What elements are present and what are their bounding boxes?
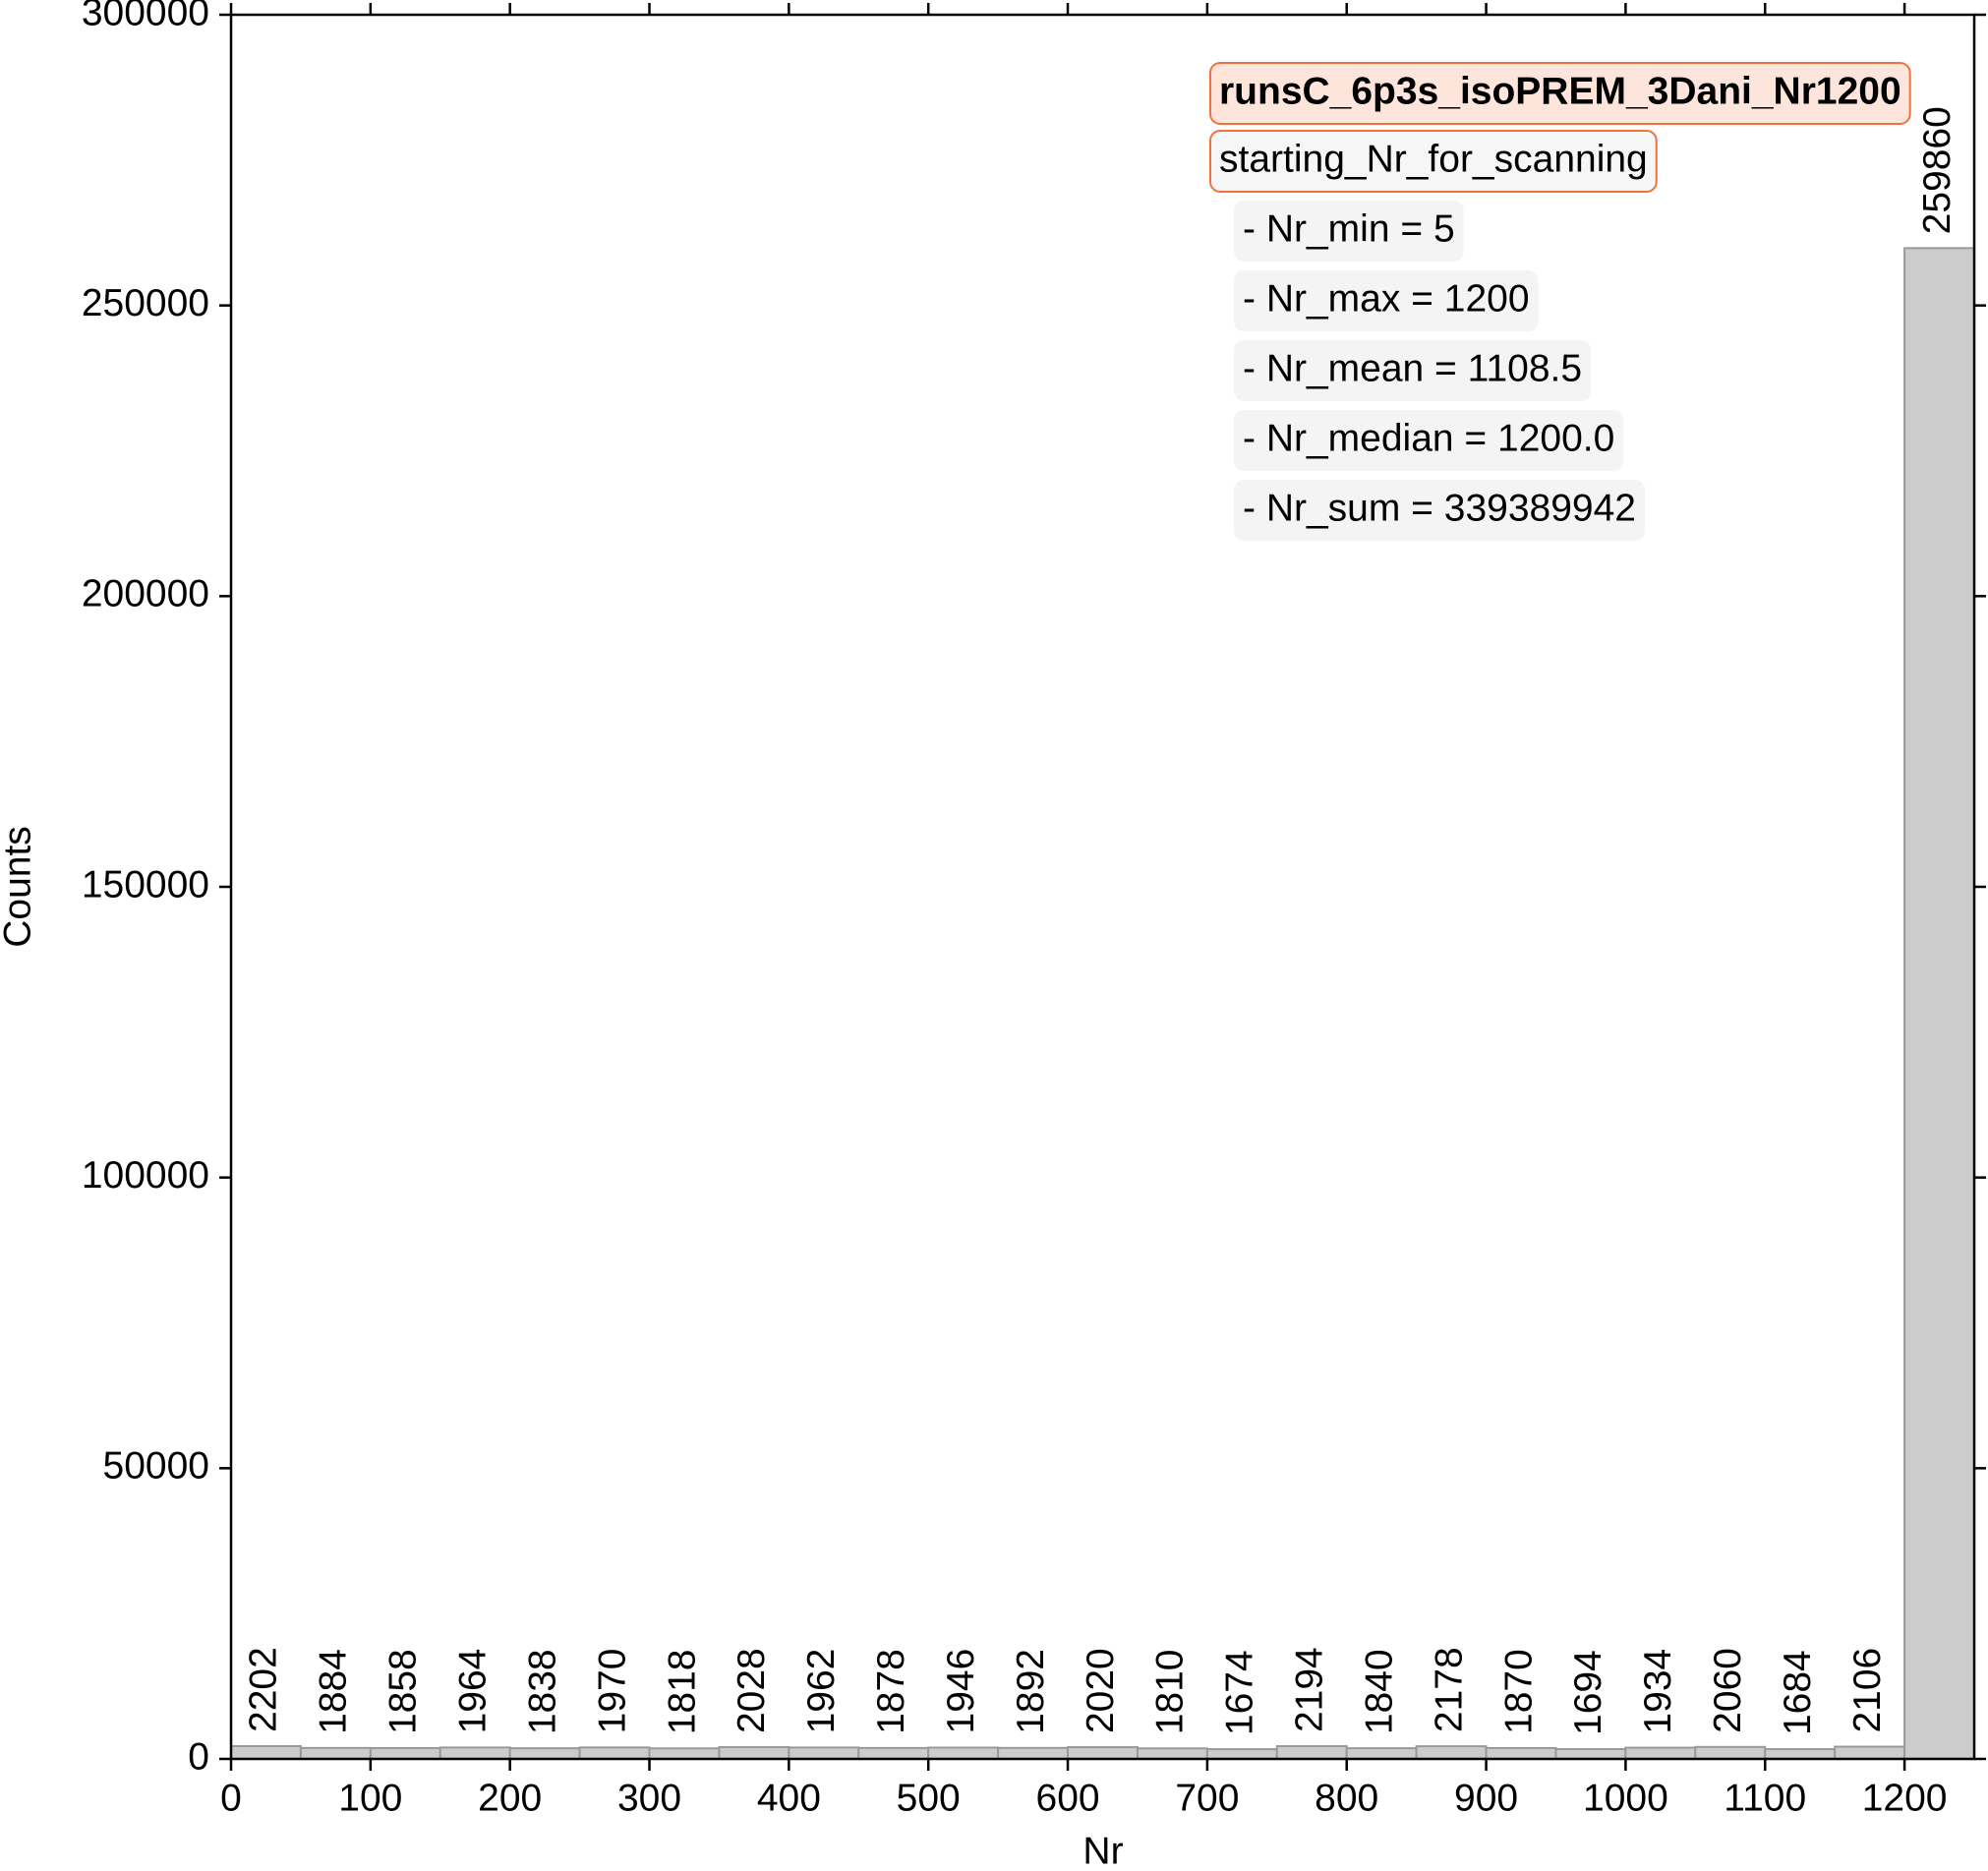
bar-label: 2178	[1428, 1647, 1470, 1732]
bar	[439, 1746, 511, 1761]
annotation-stat: - Nr_min = 5	[1243, 207, 1455, 250]
plot-frame	[229, 13, 1976, 1761]
bar-label: 2028	[731, 1648, 773, 1733]
bar-label: 1946	[940, 1649, 982, 1734]
y-tick-label: 250000	[82, 282, 209, 324]
bar-label: 1838	[521, 1649, 563, 1734]
bar	[508, 1747, 581, 1761]
bar-label: 1892	[1010, 1649, 1052, 1734]
bar	[299, 1746, 372, 1760]
x-axis-label: Nr	[1082, 1830, 1123, 1871]
annotation-subtitle: starting_Nr_for_scanning	[1219, 138, 1648, 180]
bar-label: 1684	[1777, 1650, 1819, 1735]
bar	[1834, 1745, 1906, 1760]
x-tick-label: 100	[338, 1777, 402, 1819]
bar-label: 1878	[870, 1649, 912, 1734]
annotation-stat: - Nr_mean = 1108.5	[1243, 347, 1582, 389]
bar-label: 2194	[1289, 1647, 1331, 1732]
x-tick-label: 800	[1315, 1777, 1378, 1819]
bar-label: 2060	[1707, 1648, 1749, 1733]
bar	[1415, 1745, 1488, 1760]
annotation-stat: - Nr_max = 1200	[1243, 277, 1530, 320]
bar	[857, 1746, 930, 1761]
bar-label: 1970	[591, 1649, 633, 1734]
annotation-subtitle-box	[1209, 130, 1658, 193]
x-tick-label: 900	[1454, 1777, 1518, 1819]
x-tick-label: 0	[220, 1777, 242, 1819]
bar-label: 1870	[1497, 1649, 1540, 1734]
bar-label: 2202	[243, 1647, 285, 1732]
x-tick-label: 300	[617, 1777, 681, 1819]
bar	[1136, 1747, 1208, 1761]
bar	[1764, 1748, 1837, 1761]
annotation-stat: - Nr_sum = 339389942	[1243, 487, 1636, 529]
bar	[1624, 1746, 1697, 1760]
y-tick-label: 0	[188, 1735, 209, 1778]
annotation-stat-box	[1234, 410, 1624, 471]
x-tick-label: 600	[1036, 1777, 1100, 1819]
bar-label: 1884	[313, 1649, 355, 1734]
y-tick-label: 300000	[82, 0, 209, 33]
bar	[997, 1746, 1070, 1761]
bar	[1694, 1745, 1767, 1760]
annotation-stat-box	[1234, 270, 1539, 331]
x-tick-label: 1100	[1724, 1777, 1806, 1819]
bar-label: 1840	[1358, 1649, 1400, 1734]
bar-label: 1818	[661, 1649, 703, 1734]
bar	[1205, 1748, 1278, 1760]
x-tick-label: 400	[757, 1777, 821, 1819]
annotation-stat-box	[1234, 201, 1464, 262]
bar-label: 1674	[1219, 1650, 1261, 1735]
bar	[1067, 1746, 1139, 1760]
bar-label: 2106	[1846, 1648, 1889, 1733]
bar-label: 1964	[452, 1649, 495, 1734]
bar	[1554, 1747, 1627, 1760]
bar	[927, 1746, 1000, 1761]
x-tick-label: 200	[478, 1777, 542, 1819]
bar	[1903, 247, 1975, 1760]
annotation-title-box	[1209, 62, 1911, 125]
bar	[578, 1746, 651, 1760]
y-tick-label: 200000	[82, 573, 209, 615]
x-tick-label: 1200	[1862, 1777, 1948, 1819]
y-axis-label: Counts	[0, 826, 38, 948]
bar-label: 1810	[1149, 1650, 1192, 1735]
y-tick-label: 150000	[82, 863, 209, 906]
bar-label: 1694	[1567, 1650, 1609, 1735]
y-tick-label: 100000	[82, 1154, 209, 1197]
annotation-title: runsC_6p3s_isoPREM_3Dani_Nr1200	[1219, 70, 1901, 112]
x-tick-label: 500	[897, 1777, 961, 1819]
bar	[788, 1746, 860, 1761]
bar	[648, 1747, 721, 1760]
bar-label: 2020	[1080, 1648, 1122, 1733]
bar	[369, 1747, 441, 1761]
bar	[1485, 1746, 1557, 1760]
bar-label: 1962	[800, 1649, 843, 1734]
annotation-stat-box	[1234, 480, 1645, 541]
bar-label: 259860	[1916, 106, 1959, 234]
annotation-stat-box	[1234, 340, 1592, 401]
bar	[230, 1744, 302, 1761]
x-tick-label: 1000	[1583, 1777, 1668, 1819]
x-tick-label: 700	[1175, 1777, 1239, 1819]
bar-label: 1934	[1637, 1649, 1679, 1734]
bar	[718, 1746, 790, 1761]
bar-label: 1858	[382, 1649, 425, 1734]
bar	[1275, 1745, 1348, 1760]
y-tick-label: 50000	[103, 1445, 209, 1488]
annotation-stat: - Nr_median = 1200.0	[1243, 417, 1614, 459]
bar	[1345, 1747, 1418, 1761]
